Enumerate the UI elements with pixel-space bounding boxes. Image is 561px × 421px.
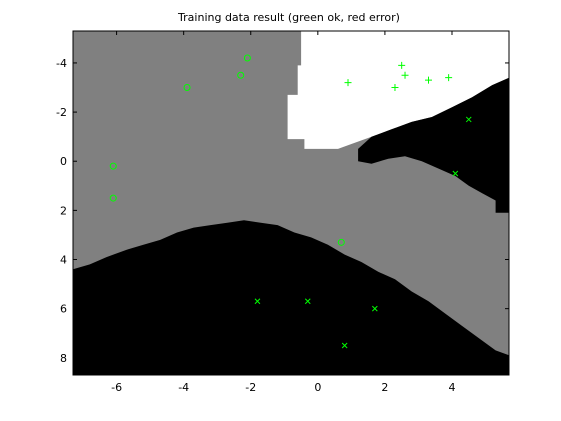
point-plus-2 xyxy=(425,76,433,84)
y-tick-label: 0 xyxy=(60,155,67,168)
y-axis: -4 -2 0 2 4 6 8 xyxy=(56,57,509,365)
plot-area xyxy=(72,30,510,376)
chart-title: Training data result (green ok, red erro… xyxy=(177,11,400,24)
x-axis: -6 -4 -2 0 2 4 xyxy=(111,31,455,394)
point-plus-1 xyxy=(401,71,409,79)
axes-frame xyxy=(72,30,510,376)
y-tick-label: -2 xyxy=(56,106,67,119)
region-black-2 xyxy=(73,220,509,375)
point-cross-2 xyxy=(254,298,261,305)
point-cross-0 xyxy=(465,116,472,123)
region-white-0 xyxy=(287,31,509,149)
y-tick-label: -4 xyxy=(56,57,67,70)
point-circle-1 xyxy=(237,71,245,79)
x-tick-label: 2 xyxy=(381,381,388,394)
point-circle-4 xyxy=(109,194,117,202)
y-tick-label: 6 xyxy=(60,303,67,316)
y-tick-label: 2 xyxy=(60,204,67,217)
point-plus-4 xyxy=(344,79,352,87)
y-tick-label: 8 xyxy=(60,352,67,365)
x-tick-label: -6 xyxy=(111,381,122,394)
x-tick-label: 0 xyxy=(314,381,321,394)
point-cross-3 xyxy=(304,298,311,305)
y-tick-label: 4 xyxy=(60,254,67,267)
point-cross-5 xyxy=(341,342,348,349)
point-circle-5 xyxy=(337,238,345,246)
point-cross-1 xyxy=(452,170,459,177)
x-tick-label: -2 xyxy=(245,381,256,394)
region-black-1 xyxy=(358,77,509,213)
point-circle-2 xyxy=(183,84,191,92)
x-tick-label: 4 xyxy=(448,381,455,394)
point-plus-3 xyxy=(445,74,453,82)
point-cross-4 xyxy=(371,305,378,312)
point-plus-0 xyxy=(398,61,406,69)
point-circle-3 xyxy=(109,162,117,170)
point-circle-0 xyxy=(243,54,251,62)
point-plus-5 xyxy=(391,84,399,92)
x-tick-label: -4 xyxy=(178,381,189,394)
